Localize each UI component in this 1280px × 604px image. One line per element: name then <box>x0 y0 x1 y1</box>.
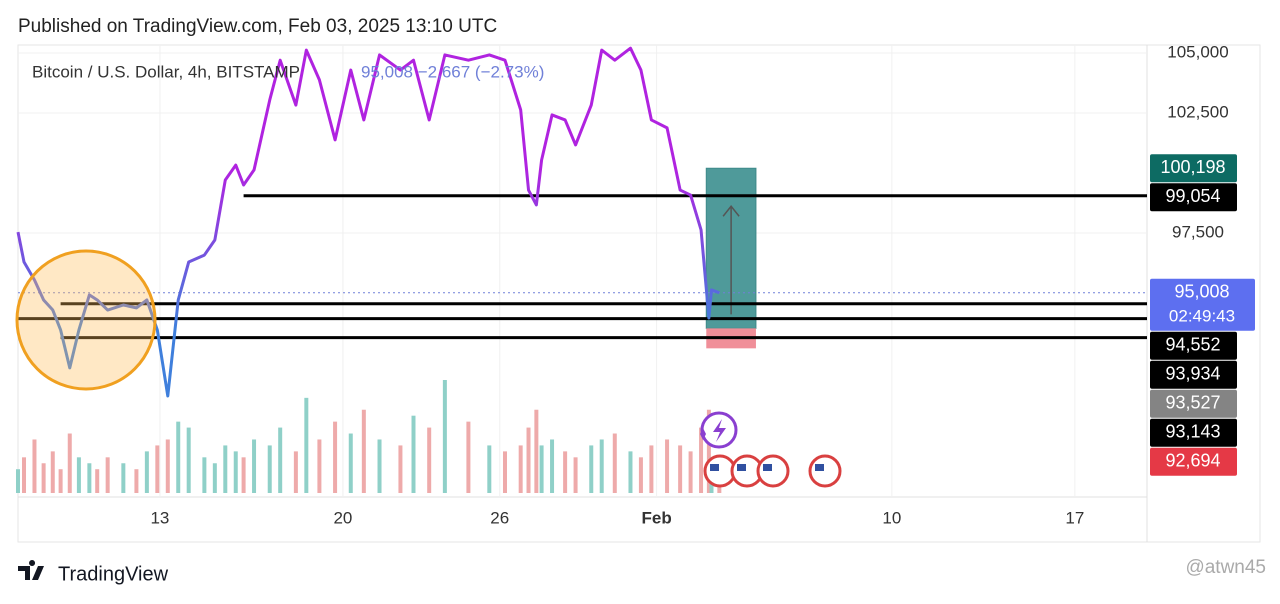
volume-bar <box>293 451 298 493</box>
volume-bar <box>41 463 46 493</box>
price-tag <box>1150 183 1237 212</box>
x-tick-label: 26 <box>490 508 509 527</box>
y-tick-label: 97,500 <box>1172 222 1224 241</box>
volume-bar <box>241 457 246 493</box>
volume-bar <box>563 451 568 493</box>
volume-bar <box>348 433 353 493</box>
volume-bar <box>121 463 126 493</box>
price-tag-label: 93,934 <box>1165 364 1220 384</box>
y-tick-label: 102,500 <box>1167 102 1228 121</box>
volume-bar <box>186 427 191 493</box>
chart-frame <box>17 44 1261 543</box>
volume-bar <box>155 445 160 493</box>
volume-bar <box>333 421 338 493</box>
volume-bar <box>706 409 711 493</box>
volume-bar <box>487 445 492 493</box>
volume-bar <box>58 469 63 493</box>
volume-bar <box>202 457 207 493</box>
price-tag-label: 95,008 <box>1174 282 1229 302</box>
volume-bar <box>267 445 272 493</box>
volume-bar <box>599 439 604 493</box>
volume-bar <box>550 439 555 493</box>
volume-bar <box>317 439 322 493</box>
volume-bar <box>699 427 704 493</box>
volume-bar <box>165 439 170 493</box>
price-tag <box>1150 360 1237 389</box>
highlight-circle <box>15 249 157 391</box>
volume-bar <box>502 451 507 493</box>
volume-bar <box>665 439 670 493</box>
price-tag <box>1150 154 1237 183</box>
y-tick-label: 105,000 <box>1167 42 1228 61</box>
price-tag <box>1150 418 1237 447</box>
price-line <box>16 46 720 398</box>
volume-bar <box>50 451 55 493</box>
volume-bar <box>638 457 643 493</box>
volume-bar <box>252 439 257 493</box>
volume-bar <box>518 445 523 493</box>
x-tick-label: 17 <box>1065 508 1084 527</box>
volume-bar <box>466 421 471 493</box>
volume-bar <box>22 457 27 493</box>
volume-bar <box>573 457 578 493</box>
volume-bar <box>361 409 366 493</box>
volume-bar <box>212 463 217 493</box>
price-tag-label: 93,527 <box>1165 393 1220 413</box>
volume-bar <box>134 469 139 493</box>
x-tick-label: 10 <box>882 508 901 527</box>
volume-bar <box>628 451 633 493</box>
price-tag-label: 100,198 <box>1160 157 1225 177</box>
x-tick-label: Feb <box>641 508 671 527</box>
price-tag-label: 94,552 <box>1165 335 1220 355</box>
event-icons <box>700 411 842 488</box>
watermark: @atwn45 <box>1185 557 1266 578</box>
volume-bar <box>278 427 283 493</box>
volume-bar <box>144 451 149 493</box>
price-tag <box>1150 331 1237 360</box>
volume-bar <box>176 421 181 493</box>
brand-logo <box>18 560 44 580</box>
brand-name: TradingView <box>58 563 169 585</box>
volume-bar <box>67 433 72 493</box>
volume-bar <box>223 445 228 493</box>
volume-bar <box>105 457 110 493</box>
volume-bar <box>589 445 594 493</box>
x-tick-label: 20 <box>333 508 352 527</box>
volume-bar <box>442 380 447 493</box>
volume-bar <box>76 457 81 493</box>
target-arrow <box>722 205 740 315</box>
volume-bar <box>411 415 416 493</box>
volume-bar <box>678 445 683 493</box>
x-tick-label: 13 <box>150 508 169 527</box>
volume-bar <box>233 451 238 493</box>
volume-bar <box>16 469 20 493</box>
volume-bar <box>377 439 382 493</box>
countdown: 02:49:43 <box>1169 306 1235 325</box>
volume-bar <box>688 451 693 493</box>
price-tag-label: 99,054 <box>1165 186 1220 206</box>
price-tag <box>1150 278 1255 331</box>
volume-bar <box>534 409 539 493</box>
price-tag-label: 93,143 <box>1165 422 1220 442</box>
price-tag <box>1150 389 1237 418</box>
volume-bar <box>32 439 37 493</box>
volume-bar <box>427 427 432 493</box>
quote: 95,008 −2,667 (−2.73%) <box>361 62 544 81</box>
price-tag <box>1150 447 1237 476</box>
volume-bar <box>539 445 544 493</box>
volume-bar <box>398 445 403 493</box>
volume-bar <box>612 433 617 493</box>
chart-title: Published on TradingView.com, Feb 03, 20… <box>18 16 497 37</box>
volume-bar <box>526 427 531 493</box>
volume-bar <box>304 397 309 493</box>
price-tag-label: 92,694 <box>1165 451 1220 471</box>
volume-bar <box>95 469 100 493</box>
volume-bar <box>87 463 92 493</box>
volume-bar <box>649 445 654 493</box>
chart-subtitle: Bitcoin / U.S. Dollar, 4h, BITSTAMP <box>32 62 300 81</box>
